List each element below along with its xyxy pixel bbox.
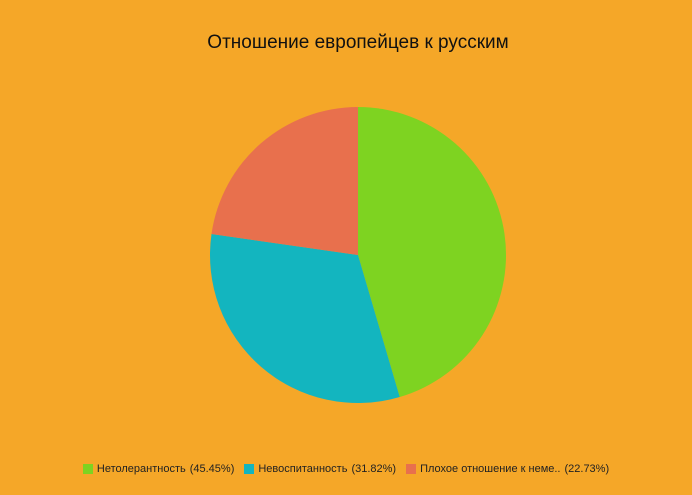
legend-label: Плохое отношение к неме.. bbox=[420, 463, 561, 475]
pie-slice bbox=[211, 107, 358, 255]
legend-item: Плохое отношение к неме.. (22.73%) bbox=[406, 463, 609, 475]
pie-slice bbox=[209, 233, 400, 403]
legend-item: Нетолерантность (45.45%) bbox=[82, 463, 235, 475]
chart-title: Отношение европейцев к русским bbox=[207, 32, 508, 53]
legend-value: (31.82%) bbox=[351, 463, 397, 475]
legend-swatch bbox=[406, 464, 417, 474]
legend-swatch bbox=[82, 464, 93, 474]
legend-value: (45.45%) bbox=[189, 463, 235, 475]
legend-value: (22.73%) bbox=[564, 463, 610, 475]
legend-swatch bbox=[244, 464, 255, 474]
legend: Нетолерантность (45.45%) Невоспитанность (3… bbox=[0, 463, 692, 475]
legend-label: Невоспитанность bbox=[258, 463, 348, 475]
legend-item: Невоспитанность (31.82%) bbox=[244, 463, 396, 475]
legend-label: Нетолерантность bbox=[96, 463, 186, 475]
pie-slice bbox=[358, 107, 506, 397]
